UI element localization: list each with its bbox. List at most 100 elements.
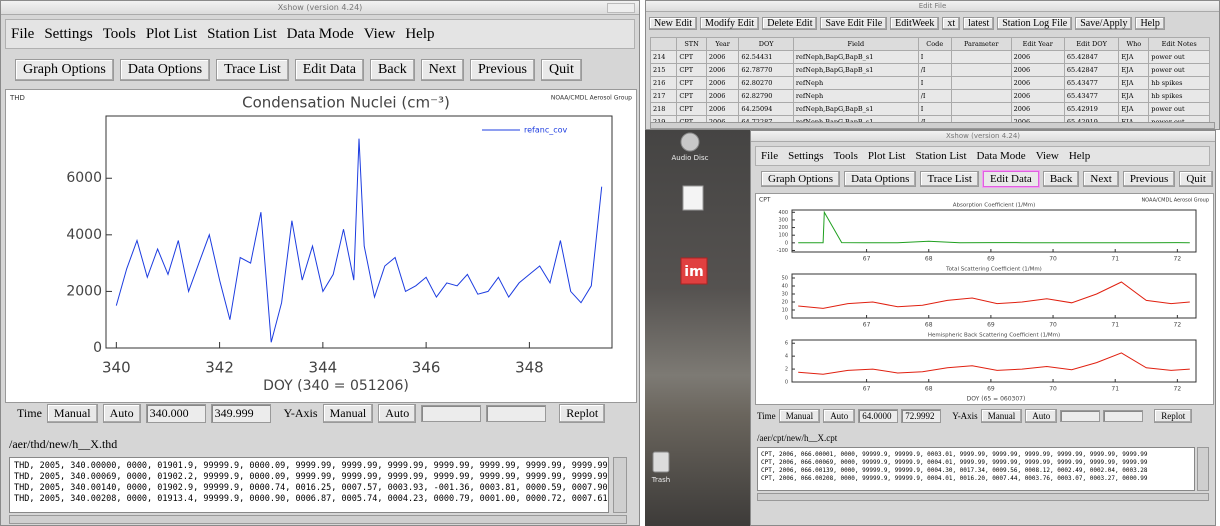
menu-item[interactable]: Data Mode — [282, 26, 359, 43]
scrollbar[interactable] — [650, 122, 1215, 129]
menu-item[interactable]: Plot List — [863, 150, 911, 162]
menu-item[interactable]: Help — [1064, 150, 1095, 162]
button[interactable]: Back — [370, 59, 415, 81]
menu-item[interactable]: Settings — [39, 26, 97, 43]
button[interactable]: Data Options — [120, 59, 210, 81]
button[interactable]: Auto — [378, 404, 416, 423]
button[interactable]: latest — [963, 17, 994, 30]
menu-item[interactable]: Help — [400, 26, 439, 43]
text-input[interactable]: 64.0000 — [858, 409, 898, 423]
button[interactable]: Auto — [1025, 409, 1057, 423]
window-controls[interactable] — [607, 3, 635, 13]
menu-item[interactable]: File — [6, 26, 39, 43]
label: Y-Axis — [284, 406, 318, 421]
button[interactable]: Manual — [47, 404, 98, 423]
x-axis-label: DOY (65 = 060307) — [967, 396, 1026, 403]
data-line — [798, 282, 1190, 308]
menu-item[interactable]: View — [1031, 150, 1064, 162]
y-tick-label: 300 — [778, 217, 788, 223]
subplot-title: Total Scattering Coefficient (1/Mm) — [945, 267, 1042, 273]
button[interactable]: Auto — [103, 404, 141, 423]
text-input[interactable] — [1060, 410, 1100, 423]
button[interactable]: Save/Apply — [1075, 17, 1132, 30]
button[interactable]: Edit Data — [295, 59, 364, 81]
table-cell — [951, 51, 1011, 64]
table-cell: 64.25094 — [739, 103, 793, 116]
plot: Condensation Nuclei (cm⁻³)THDNOAA/CMDL A… — [5, 89, 637, 403]
button[interactable]: Station Log File — [997, 17, 1072, 30]
y-tick-label: 0 — [785, 316, 788, 322]
text-input[interactable] — [1103, 410, 1143, 423]
x-tick-label: 348 — [515, 359, 544, 377]
text-input[interactable] — [486, 405, 546, 422]
button[interactable]: Modify Edit — [700, 17, 759, 30]
table-cell: refNeph — [793, 90, 918, 103]
text-input[interactable] — [421, 405, 481, 422]
button[interactable]: Next — [1083, 171, 1118, 187]
scrollbar[interactable] — [1197, 447, 1209, 491]
button[interactable]: Trace List — [920, 171, 979, 187]
button[interactable]: Data Options — [844, 171, 916, 187]
x-tick-label: 67 — [863, 322, 871, 329]
table-cell: 2006 — [706, 90, 739, 103]
button[interactable]: Replot — [1154, 409, 1192, 423]
disc-icon[interactable] — [681, 133, 699, 151]
button[interactable]: Manual — [779, 409, 821, 423]
button[interactable]: EditWeek — [890, 17, 939, 30]
menu-item[interactable]: File — [756, 150, 783, 162]
button[interactable]: Replot — [559, 404, 605, 423]
button[interactable]: Help — [1135, 17, 1164, 30]
file-path: /aer/thd/new/h__X.thd — [9, 437, 117, 452]
text-input[interactable]: 72.9992 — [901, 409, 941, 423]
button[interactable]: Previous — [470, 59, 535, 81]
menu-bar: FileSettingsToolsPlot ListStation ListDa… — [5, 19, 635, 49]
menu-item[interactable]: Tools — [829, 150, 863, 162]
button[interactable]: Previous — [1123, 171, 1176, 187]
button[interactable]: Auto — [823, 409, 855, 423]
button[interactable]: Edit Data — [983, 171, 1039, 187]
text-input[interactable]: 349.999 — [211, 404, 271, 423]
table-cell: 2006 — [1011, 51, 1064, 64]
button[interactable]: Quit — [1179, 171, 1213, 187]
button[interactable]: Save Edit File — [820, 17, 887, 30]
text-input[interactable]: 340.000 — [146, 404, 206, 423]
file-icon[interactable] — [683, 186, 703, 210]
trash-icon[interactable] — [653, 452, 669, 472]
scrollbar[interactable] — [9, 515, 627, 524]
button[interactable]: Graph Options — [761, 171, 840, 187]
menu-item[interactable]: Station List — [202, 26, 282, 43]
table-cell: 65.42847 — [1064, 64, 1118, 77]
button[interactable]: Quit — [541, 59, 582, 81]
button[interactable]: xt — [942, 17, 960, 30]
button[interactable]: Delete Edit — [762, 17, 817, 30]
table-cell: 217 — [651, 90, 677, 103]
menu-item[interactable]: Data Mode — [972, 150, 1031, 162]
table-cell: 215 — [651, 64, 677, 77]
menu-item[interactable]: Settings — [783, 150, 828, 162]
button[interactable]: Manual — [981, 409, 1023, 423]
table-cell: 2006 — [706, 64, 739, 77]
button[interactable]: Next — [421, 59, 464, 81]
table-cell — [951, 90, 1011, 103]
menu-item[interactable]: View — [359, 26, 401, 43]
scrollbar[interactable] — [757, 493, 1209, 501]
button[interactable]: Back — [1043, 171, 1080, 187]
menu-item[interactable]: Tools — [98, 26, 141, 43]
menu-item[interactable]: Plot List — [141, 26, 202, 43]
edit-table: STNYearDOYFieldCodeParameterEdit YearEdi… — [650, 37, 1210, 129]
button[interactable]: Manual — [323, 404, 374, 423]
button[interactable]: Trace List — [216, 59, 289, 81]
button[interactable]: New Edit — [649, 17, 697, 30]
scrollbar[interactable] — [613, 457, 627, 513]
menu-item[interactable]: Station List — [910, 150, 971, 162]
desktop-icons: im — [645, 130, 750, 526]
button[interactable]: Graph Options — [15, 59, 114, 81]
table-cell: EJA — [1119, 90, 1149, 103]
table-cell: hb spikes — [1149, 77, 1210, 90]
table-cell: 2006 — [1011, 64, 1064, 77]
